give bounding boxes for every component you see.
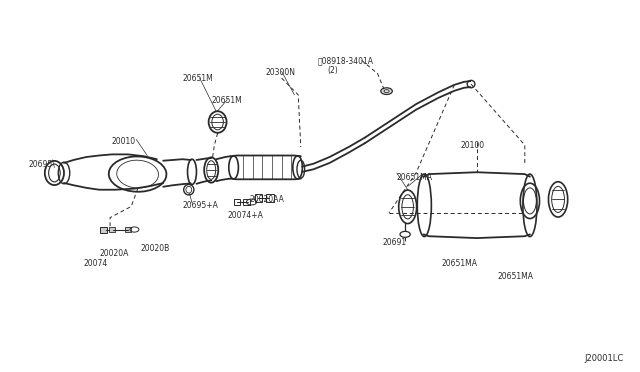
Bar <box>100 227 107 232</box>
Text: 20651MA: 20651MA <box>442 259 477 267</box>
Text: 20010: 20010 <box>112 137 136 146</box>
Text: 20695+A: 20695+A <box>182 201 218 210</box>
Bar <box>243 199 250 205</box>
Bar <box>109 227 115 232</box>
Text: (2): (2) <box>328 66 339 75</box>
Text: 20651MA: 20651MA <box>498 272 534 280</box>
Text: 20691: 20691 <box>383 238 407 247</box>
Circle shape <box>381 88 392 94</box>
Text: 20020B: 20020B <box>141 244 170 253</box>
Text: 20651MA: 20651MA <box>397 173 433 182</box>
Text: J20001LC: J20001LC <box>585 354 624 363</box>
Text: 20020AA: 20020AA <box>250 195 284 204</box>
Text: 20651M: 20651M <box>211 96 242 105</box>
Text: 20074+A: 20074+A <box>227 211 263 220</box>
Bar <box>234 199 240 205</box>
Text: ⓝ08918-3401A: ⓝ08918-3401A <box>318 57 374 65</box>
Bar <box>255 194 262 202</box>
Text: 20100: 20100 <box>461 141 485 150</box>
Text: 20020A: 20020A <box>99 249 129 258</box>
Text: 20300N: 20300N <box>266 68 296 77</box>
Text: 20074: 20074 <box>83 259 108 267</box>
Bar <box>266 194 274 202</box>
Text: 20695: 20695 <box>29 160 53 169</box>
Text: 20651M: 20651M <box>182 74 213 83</box>
Bar <box>125 227 131 232</box>
